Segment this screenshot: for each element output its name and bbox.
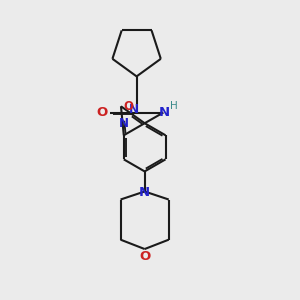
Text: H: H	[170, 101, 177, 111]
Text: N: N	[139, 185, 150, 199]
Text: O: O	[124, 100, 134, 113]
Text: N: N	[119, 117, 129, 130]
Text: O: O	[139, 250, 150, 263]
Text: N: N	[128, 103, 139, 116]
Text: O: O	[97, 106, 108, 119]
Text: N: N	[159, 106, 170, 119]
